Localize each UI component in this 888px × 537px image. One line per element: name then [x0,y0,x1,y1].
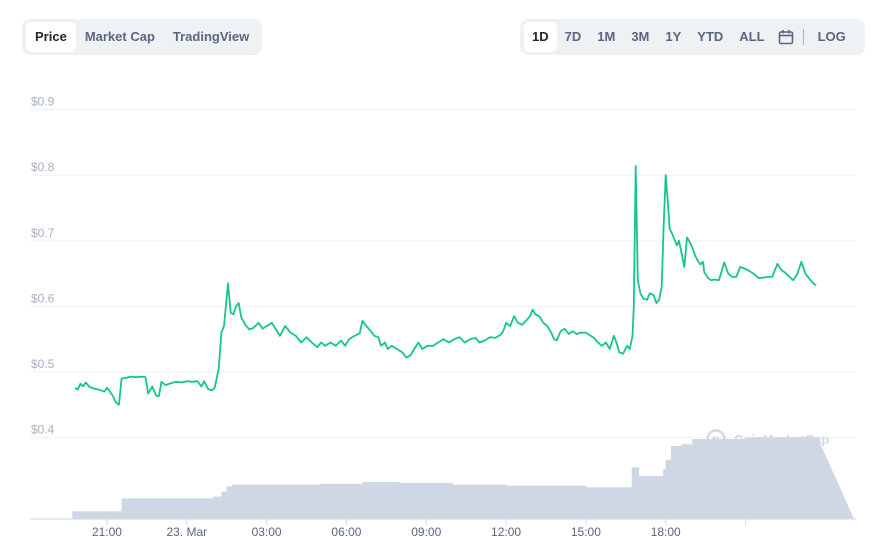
logo-mark [711,435,720,442]
range-7d-button[interactable]: 7D [564,29,582,44]
volume-area [72,437,854,519]
y-axis: $0.4 $0.5 $0.6 $0.7 $0.8 $0.9 [31,95,55,437]
grid-lines [30,109,856,439]
x-tick-label: 23. Mar [166,525,207,537]
x-tick-label: 21:00 [92,525,122,537]
view-tabs: Price Market Cap TradingView [22,19,263,55]
tab-price[interactable]: Price [26,22,76,52]
calendar-icon[interactable] [773,22,799,52]
log-scale-toggle[interactable]: LOG [817,29,846,44]
x-tick-label: 15:00 [571,525,601,537]
x-tick-label: 06:00 [331,525,361,537]
range-divider [802,29,804,45]
tab-market-cap[interactable]: Market Cap [84,29,155,44]
y-tick-label: $0.8 [31,160,55,174]
watermark-text: CoinMarketCap [734,432,829,447]
watermark: CoinMarketCap [706,429,829,449]
range-all-button[interactable]: ALL [739,29,765,44]
range-1y-button[interactable]: 1Y [665,29,682,44]
y-tick-label: $0.5 [31,357,55,371]
tab-tradingview[interactable]: TradingView [172,29,250,44]
y-tick-label: $0.7 [31,226,55,240]
x-tick-label: 09:00 [411,525,441,537]
y-tick-label: $0.4 [31,423,55,437]
x-tick-label: 12:00 [491,525,521,537]
x-tick-label: 18:00 [651,525,681,537]
x-axis: 21:00 23. Mar 03:00 06:00 09:00 12:00 15:00 18:… [92,519,747,537]
time-range-selector: 1D 7D 1M 3M 1Y YTD ALL LOG [520,19,865,55]
y-tick-label: $0.9 [31,95,55,109]
coinmarketcap-logo-icon [706,429,726,449]
y-tick-label: $0.6 [31,291,55,305]
range-3m-button[interactable]: 3M [631,29,650,44]
range-1d-button[interactable]: 1D [524,22,557,52]
range-1m-button[interactable]: 1M [597,29,616,44]
x-tick-label: 03:00 [252,525,282,537]
price-line [74,165,817,406]
range-ytd-button[interactable]: YTD [697,29,724,44]
